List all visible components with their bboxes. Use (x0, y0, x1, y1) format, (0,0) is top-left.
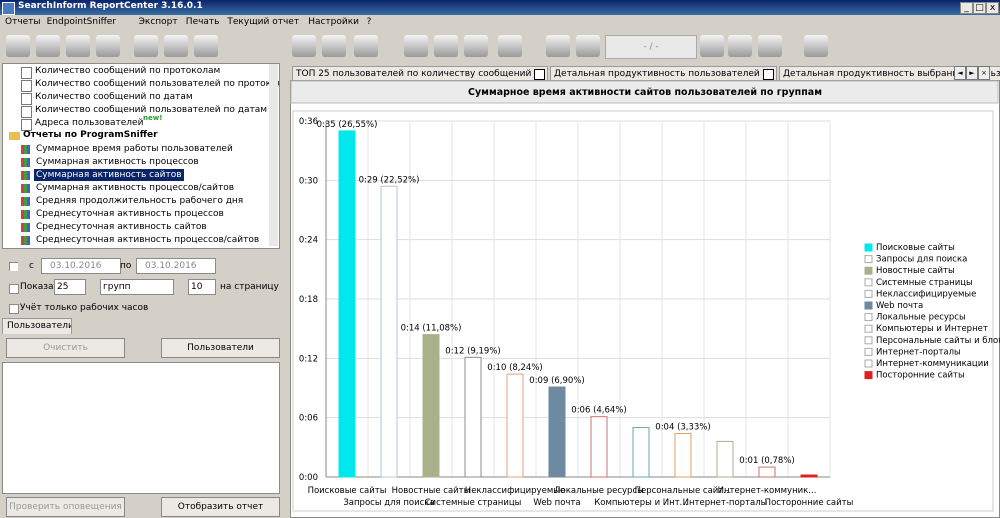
legend-swatch (865, 290, 872, 297)
x-tick-label: Web почта (533, 498, 580, 508)
value-label: 0:10 (8,24%) (487, 363, 542, 373)
legend-swatch (865, 314, 872, 321)
legend-label: Поисковые сайты (876, 243, 955, 253)
x-tick-label: Новостные сайты (392, 486, 471, 496)
x-tick-label: Компьютеры и Инт... (594, 498, 688, 508)
value-label: 0:29 (22,52%) (359, 175, 420, 185)
bar (549, 387, 565, 477)
legend-label: Новостные сайты (876, 266, 955, 276)
x-tick-label: Поисковые сайты (308, 486, 387, 496)
legend-swatch (865, 348, 872, 355)
value-label: 0:04 (3,33%) (655, 422, 710, 432)
legend-swatch (865, 267, 872, 274)
bar (633, 428, 649, 477)
legend-label: Локальные ресурсы (876, 313, 966, 323)
x-tick-label: Неклассифицируемые (465, 486, 565, 496)
legend-label: Посторонние сайты (876, 371, 965, 381)
x-tick-label: Интернет-коммуник... (718, 486, 817, 496)
value-label: 0:12 (9,19%) (445, 346, 500, 356)
x-tick-label: Посторонние сайты (765, 498, 854, 508)
x-tick-label: Системные страницы (425, 498, 522, 508)
legend-swatch (865, 302, 872, 309)
legend-label: Web почта (876, 301, 923, 311)
value-label: 0:14 (11,08%) (401, 324, 462, 334)
bar (759, 467, 775, 477)
legend-label: Неклассифицируемые (876, 289, 976, 299)
x-tick-label: Локальные ресурсы (554, 486, 644, 496)
y-tick-label: 0:12 (299, 354, 318, 364)
chart-title: Суммарное время активности сайтов пользо… (468, 87, 822, 98)
bar (717, 441, 733, 477)
value-label: 0:06 (4,64%) (571, 406, 626, 416)
bar (591, 417, 607, 477)
legend-swatch (865, 256, 872, 263)
x-tick-label: Запросы для поиска (343, 498, 434, 508)
legend-label: Интернет-коммуникации (876, 359, 989, 369)
value-label: 0:35 (26,55%) (317, 120, 378, 130)
legend-swatch (865, 337, 872, 344)
legend-swatch (865, 244, 872, 251)
legend-swatch (865, 279, 872, 286)
legend-label: Интернет-порталы (876, 347, 961, 357)
y-tick-label: 0:36 (299, 117, 318, 127)
bar (675, 433, 691, 477)
legend-label: Системные страницы (876, 278, 973, 288)
bar (339, 131, 355, 477)
bar (381, 186, 397, 477)
legend-label: Компьютеры и Интернет (876, 324, 988, 334)
y-tick-label: 0:30 (299, 176, 318, 186)
legend-swatch (865, 325, 872, 332)
value-label: 0:09 (6,90%) (529, 376, 584, 386)
value-label: 0:01 (0,78%) (739, 456, 794, 466)
bar (507, 374, 523, 477)
legend-swatch (865, 360, 872, 367)
y-tick-label: 0:24 (299, 236, 318, 246)
legend-label: Запросы для поиска (876, 255, 967, 265)
legend-swatch (865, 372, 872, 379)
bar (465, 357, 481, 477)
y-tick-label: 0:18 (299, 295, 318, 305)
bar (423, 335, 439, 477)
y-tick-label: 0:06 (299, 414, 318, 424)
y-tick-label: 0:00 (299, 473, 318, 483)
x-tick-label: Интернет-порталы (683, 498, 768, 508)
bar (801, 475, 817, 477)
legend-label: Персональные сайты и блоги (876, 336, 1000, 346)
